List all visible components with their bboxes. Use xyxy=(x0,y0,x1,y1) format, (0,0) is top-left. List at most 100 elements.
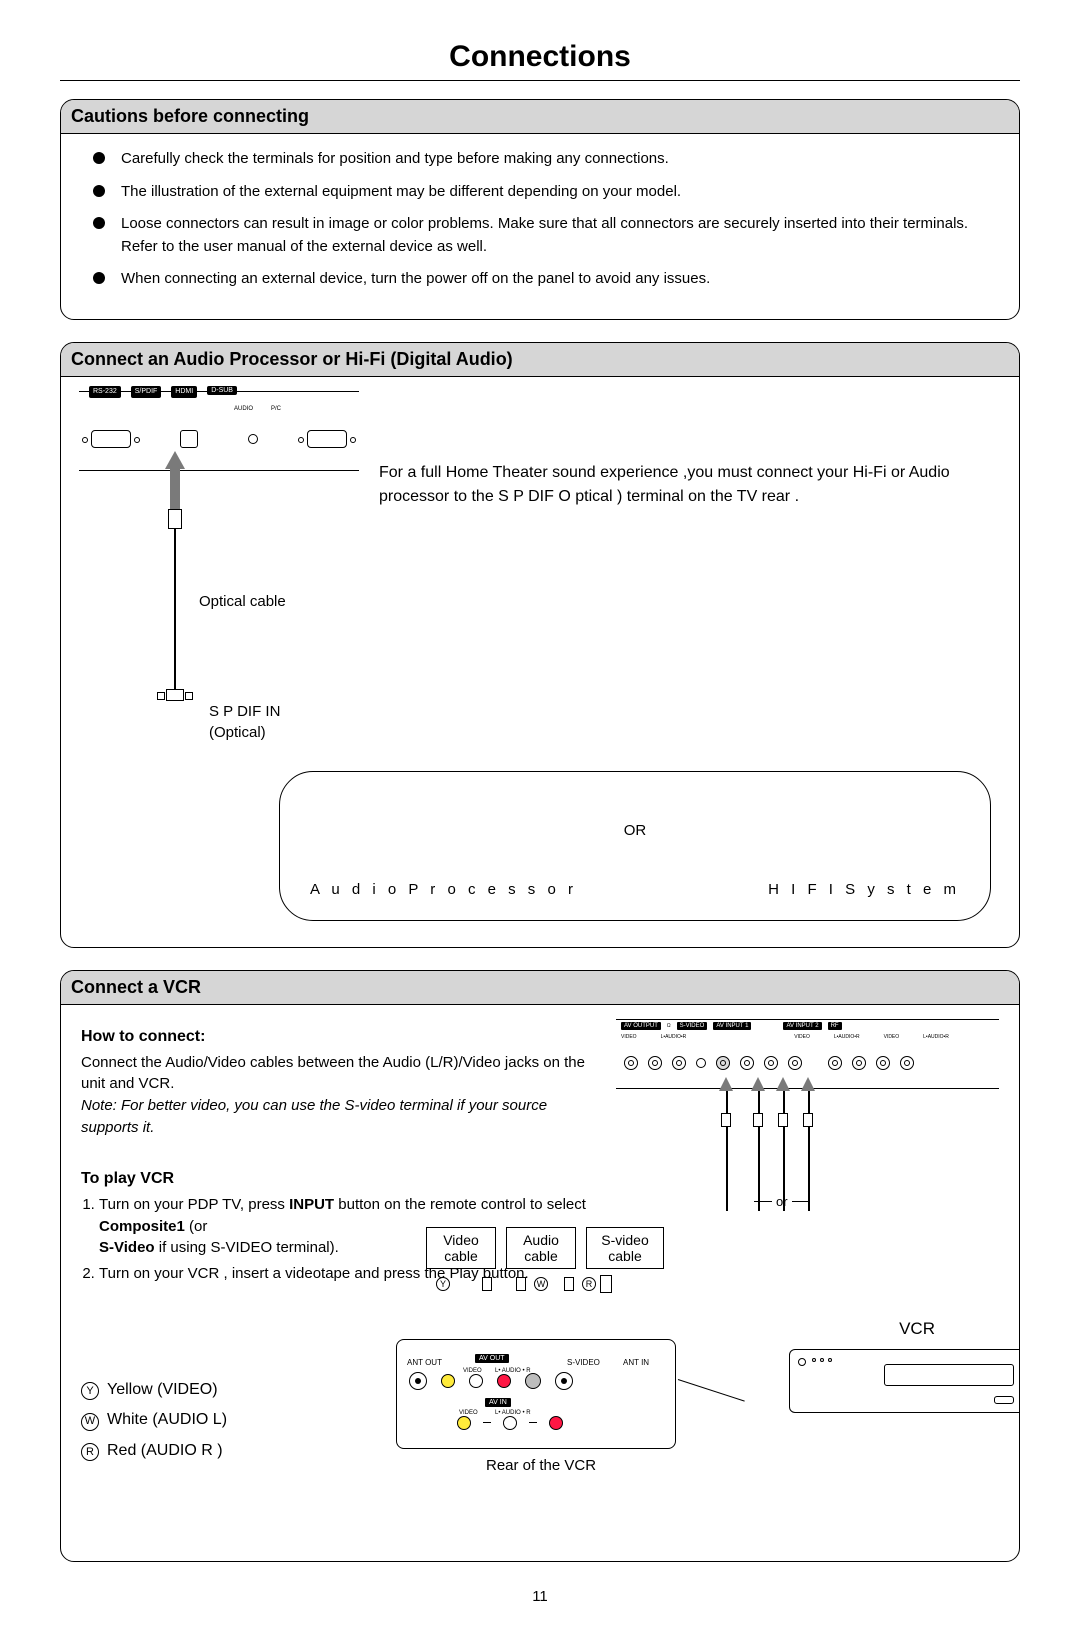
optical-cable-label: Optical cable xyxy=(199,591,286,614)
arrow-icon xyxy=(751,1077,765,1091)
headphone-icon xyxy=(696,1058,706,1068)
audio-header: Connect an Audio Processor or Hi-Fi (Dig… xyxy=(61,343,1019,377)
legend-r-icon: R xyxy=(81,1443,99,1461)
svideo-plug-icon xyxy=(600,1275,612,1293)
plug-icon xyxy=(778,1113,788,1127)
vcr-rear-caption: Rear of the VCR xyxy=(486,1457,596,1474)
legend-y-label: Yellow (VIDEO) xyxy=(107,1381,218,1398)
audio-cable-label: Audio cable xyxy=(506,1227,576,1269)
plug-icon xyxy=(721,1113,731,1127)
jack-icon xyxy=(852,1056,866,1070)
rca-white-icon xyxy=(503,1416,517,1430)
vcr-header: Connect a VCR xyxy=(61,971,1019,1005)
tv-port-hp: Ω xyxy=(667,1023,671,1029)
av-out-pill: AV OUT xyxy=(475,1354,509,1363)
av-in-pill: AV IN xyxy=(485,1398,511,1407)
legend-r-label: Red (AUDIO R ) xyxy=(107,1442,223,1459)
rca-white-icon xyxy=(469,1374,483,1388)
hifi-system-label: H I F I S y s t e m xyxy=(768,879,960,902)
or-label: OR xyxy=(624,820,647,843)
audio-jack-icon xyxy=(248,434,258,444)
caution-item: Loose connectors can result in image or … xyxy=(85,213,995,258)
vcr-device-icon xyxy=(789,1349,1020,1413)
plug-icon xyxy=(516,1277,526,1291)
cable-icon xyxy=(808,1091,810,1211)
audio-frame: Connect an Audio Processor or Hi-Fi (Dig… xyxy=(60,342,1020,948)
rca-yellow-icon xyxy=(457,1416,471,1430)
jack-icon xyxy=(672,1056,686,1070)
cable-icon xyxy=(758,1091,760,1211)
svideo-mini-label: S-VIDEO xyxy=(567,1358,600,1367)
cable-icon xyxy=(726,1091,728,1211)
equipment-bubble: OR A u d i o P r o c e s s o r H I F I S… xyxy=(279,771,991,921)
rf-jack-icon xyxy=(900,1056,914,1070)
plug-w-icon: W xyxy=(534,1277,548,1291)
tv-sublabel-video: VIDEO xyxy=(621,1034,637,1040)
tv-port-av-input2: AV INPUT 2 xyxy=(783,1022,821,1030)
port-sublabel-audio: AUDIO xyxy=(234,405,253,414)
vcr-frame: Connect a VCR How to connect: Connect th… xyxy=(60,970,1020,1562)
arrow-icon xyxy=(719,1077,733,1091)
legend-w-label: White (AUDIO L) xyxy=(107,1411,227,1428)
rca-red-icon xyxy=(497,1374,511,1388)
plug-icon xyxy=(753,1113,763,1127)
arrow-icon xyxy=(776,1077,790,1091)
cable-icon xyxy=(783,1091,785,1211)
jack-icon xyxy=(740,1056,754,1070)
plug-icon xyxy=(482,1277,492,1291)
cautions-header: Cautions before connecting xyxy=(61,100,1019,134)
arrow-icon xyxy=(801,1077,815,1091)
legend-w-icon: W xyxy=(81,1413,99,1431)
callout-line xyxy=(678,1379,745,1402)
title-rule xyxy=(60,80,1020,81)
ant-in-label: ANT IN xyxy=(623,1358,649,1367)
page-number: 11 xyxy=(60,1588,1020,1605)
svideo-port-icon xyxy=(525,1373,541,1389)
caution-item: Carefully check the terminals for positi… xyxy=(85,148,995,171)
ant-port-icon xyxy=(409,1372,427,1390)
tv-rear-diagram: RS-232 S/PDIF HDMI D-SUB AUDIO P/C xyxy=(79,391,359,741)
plug-y-icon: Y xyxy=(436,1277,450,1291)
jack-icon xyxy=(876,1056,890,1070)
dsub-port-icon xyxy=(307,430,347,448)
plug-r-icon: R xyxy=(582,1277,596,1291)
video-cable-label: Video cable xyxy=(426,1227,496,1269)
caution-item: The illustration of the external equipme… xyxy=(85,181,995,204)
tv-port-svideo: S-VIDEO xyxy=(677,1022,708,1030)
vcr-device-title: VCR xyxy=(899,1319,935,1339)
legend-y-icon: Y xyxy=(81,1382,99,1400)
jack-icon xyxy=(624,1056,638,1070)
jack-icon xyxy=(828,1056,842,1070)
caution-item: When connecting an external device, turn… xyxy=(85,268,995,291)
cautions-list: Carefully check the terminals for positi… xyxy=(85,148,995,291)
rs232-port-icon xyxy=(91,430,131,448)
how-to-connect-text: Connect the Audio/Video cables between t… xyxy=(81,1052,601,1096)
vcr-diagram: AV OUTPUT Ω S-VIDEO AV INPUT 1 AV INPUT … xyxy=(616,1019,999,1539)
tv-port-av-input1: AV INPUT 1 xyxy=(713,1022,751,1030)
vcr-body: How to connect: Connect the Audio/Video … xyxy=(61,1005,1019,1561)
rca-red-icon xyxy=(549,1416,563,1430)
port-label-hdmi: HDMI xyxy=(171,386,197,399)
port-label-rs232: RS-232 xyxy=(89,386,121,399)
page-title: Connections xyxy=(60,40,1020,74)
cautions-body: Carefully check the terminals for positi… xyxy=(61,134,1019,319)
optical-cable-icon xyxy=(165,451,185,701)
tv-sublabel-laudior: L•AUDIO•R xyxy=(661,1034,687,1040)
audio-description: For a full Home Theater sound experience… xyxy=(379,391,1001,511)
tv-port-av-output: AV OUTPUT xyxy=(621,1022,661,1030)
svideo-jack-icon xyxy=(716,1056,730,1070)
svideo-cable-label: S-video cable xyxy=(586,1227,664,1269)
plug-icon xyxy=(564,1277,574,1291)
spdif-in-label: S P DIF IN (Optical) xyxy=(209,701,280,743)
plug-icon xyxy=(803,1113,813,1127)
jack-icon xyxy=(764,1056,778,1070)
tv-port-rf: RF xyxy=(828,1022,842,1030)
port-label-dsub: D-SUB xyxy=(207,386,237,395)
jack-icon xyxy=(788,1056,802,1070)
ant-out-label: ANT OUT xyxy=(407,1358,442,1367)
jack-icon xyxy=(648,1056,662,1070)
vcr-note: Note: For better video, you can use the … xyxy=(81,1095,601,1139)
cautions-frame: Cautions before connecting Carefully che… xyxy=(60,99,1020,320)
rca-yellow-icon xyxy=(441,1374,455,1388)
how-to-connect-heading: How to connect: xyxy=(81,1025,601,1048)
